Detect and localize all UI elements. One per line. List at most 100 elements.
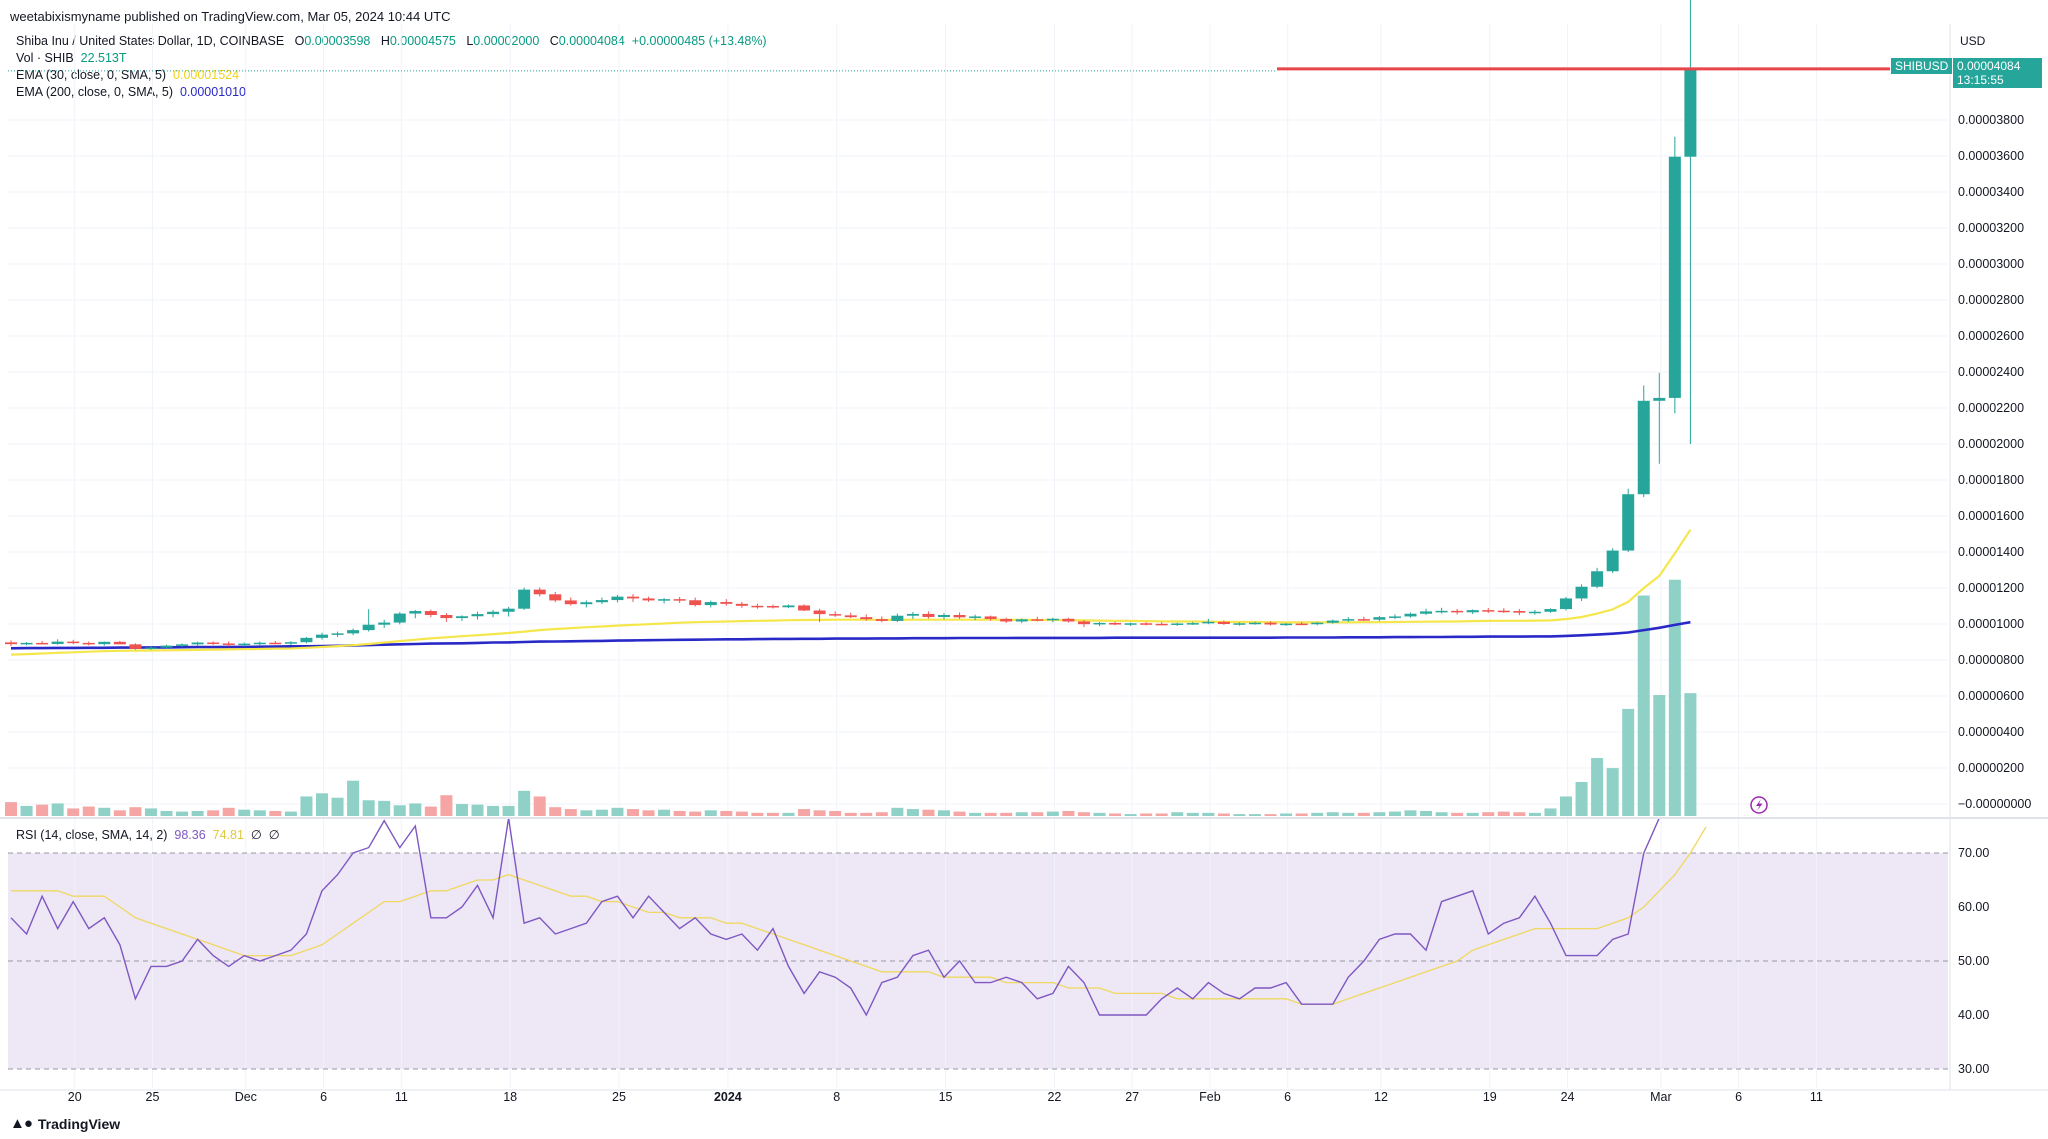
candle-body <box>1171 623 1184 625</box>
candle-body <box>533 589 546 595</box>
volume-bar <box>176 811 189 816</box>
price-tick-label: 0.00002400 <box>1958 365 2024 379</box>
price-tick-label: 0.00001000 <box>1958 617 2024 631</box>
time-axis-label: 11 <box>1810 1090 1823 1104</box>
candle-body <box>1404 613 1417 617</box>
volume-bar <box>222 807 235 816</box>
candle-body <box>1684 68 1697 157</box>
volume-bar <box>1342 812 1355 816</box>
symbol-name: Shiba Inu / United States Dollar, 1D, CO… <box>16 34 285 48</box>
candle-body <box>176 644 189 646</box>
volume-bar <box>580 810 593 816</box>
volume-bar <box>1451 812 1464 816</box>
candle-body <box>984 616 997 619</box>
volume-bar <box>1171 812 1184 816</box>
candle-body <box>98 641 111 645</box>
volume-bar <box>844 812 857 816</box>
volume-bar <box>518 790 531 816</box>
close-label: C <box>549 34 559 48</box>
volume-bar <box>860 812 873 816</box>
candle-body <box>766 606 779 608</box>
price-tick-label: 0.00003400 <box>1958 185 2024 199</box>
volume-bar <box>704 810 717 816</box>
volume-bar <box>1637 595 1650 816</box>
candle-body <box>720 602 733 604</box>
volume-bar <box>207 810 220 816</box>
ema30-legend-row[interactable]: EMA (30, close, 0, SMA, 5) 0.00001524 <box>16 67 767 84</box>
volume-bar <box>1575 781 1588 816</box>
volume-bar <box>284 811 297 816</box>
volume-bar <box>1217 813 1230 816</box>
rsi-legend[interactable]: RSI (14, close, SMA, 14, 2) 98.36 74.81 … <box>16 827 280 842</box>
tradingview-logo-icon: ▲● <box>10 1115 33 1132</box>
change-value: +0.00000485 (+13.48%) <box>631 34 767 48</box>
volume-bar <box>5 802 17 816</box>
time-axis-label: Mar <box>1650 1090 1672 1104</box>
volume-bar <box>347 780 360 816</box>
rsi-axis-ticks: 70.00 60.00 50.00 40.00 30.00 <box>1958 846 1989 1076</box>
candle-body <box>611 596 624 601</box>
price-tick-label: 0.00003000 <box>1958 257 2024 271</box>
volume-bar <box>98 807 111 816</box>
candle-body <box>1062 618 1075 622</box>
volume-bar <box>1591 758 1604 816</box>
volume-bar <box>440 795 453 816</box>
candle-body <box>378 622 391 625</box>
price-tick-label: 0.00000200 <box>1958 761 2024 775</box>
price-tick-label: 0.00003200 <box>1958 221 2024 235</box>
symbol-legend-row[interactable]: Shiba Inu / United States Dollar, 1D, CO… <box>16 33 767 50</box>
volume-bar <box>1544 808 1557 816</box>
volume-bar <box>1249 814 1261 816</box>
currency-label[interactable]: USD <box>1960 34 1986 48</box>
candle-body <box>1668 156 1681 398</box>
time-axis-label: 6 <box>1735 1090 1742 1104</box>
rsi-band <box>8 853 1948 1069</box>
candle-body <box>191 642 204 645</box>
volume-bar <box>1046 811 1059 816</box>
time-axis-label: 11 <box>395 1090 408 1104</box>
candle-body <box>1249 622 1261 625</box>
volume-bar <box>922 809 935 816</box>
candle-body <box>658 599 671 601</box>
candle-body <box>502 608 515 612</box>
volume-bar <box>938 810 950 816</box>
time-axis-label: 6 <box>320 1090 327 1104</box>
publisher-credit: weetabixismyname published on TradingVie… <box>10 9 451 24</box>
time-axis-label: 22 <box>1047 1090 1061 1104</box>
candle-body <box>627 596 639 599</box>
volume-bar <box>1497 811 1510 816</box>
volume-bar <box>595 809 608 816</box>
lightning-icon[interactable] <box>1750 796 1768 814</box>
candle-body <box>222 643 235 645</box>
candle-body <box>440 615 453 619</box>
volume-bar <box>378 800 391 816</box>
volume-bar <box>1482 812 1495 816</box>
time-axis-label: 25 <box>612 1090 626 1104</box>
last-price-tag: 0.00004084 13:15:55 <box>1953 58 2042 88</box>
ema200-legend-row[interactable]: EMA (200, close, 0, SMA, 5) 0.00001010 <box>16 84 767 101</box>
ema200-label: EMA (200, close, 0, SMA, 5) <box>16 85 174 99</box>
candle-body <box>1482 610 1495 612</box>
rsi-ma-line <box>11 826 1707 1005</box>
volume-bar <box>253 810 266 816</box>
volume-bar <box>611 807 624 816</box>
volume-label: Vol · SHIB <box>16 51 74 65</box>
candle-body <box>751 605 764 608</box>
time-axis-label: Feb <box>1199 1090 1221 1104</box>
candle-body <box>595 600 608 603</box>
volume-bar <box>642 810 655 816</box>
candle-body <box>1233 623 1246 625</box>
tradingview-logo[interactable]: ▲● TradingView <box>10 1115 120 1132</box>
candle-body <box>798 605 811 611</box>
volume-bar <box>1264 814 1277 816</box>
volume-bar <box>1140 813 1153 816</box>
volume-bar <box>1202 812 1215 816</box>
candle-body <box>1264 622 1277 625</box>
time-axis-label: 12 <box>1374 1090 1388 1104</box>
volume-legend-row[interactable]: Vol · SHIB 22.513T <box>16 50 767 67</box>
time-axis-label: 18 <box>503 1090 517 1104</box>
volume-bar <box>1186 812 1199 816</box>
volume-bar <box>627 809 639 816</box>
ema200-line <box>10 620 1691 650</box>
